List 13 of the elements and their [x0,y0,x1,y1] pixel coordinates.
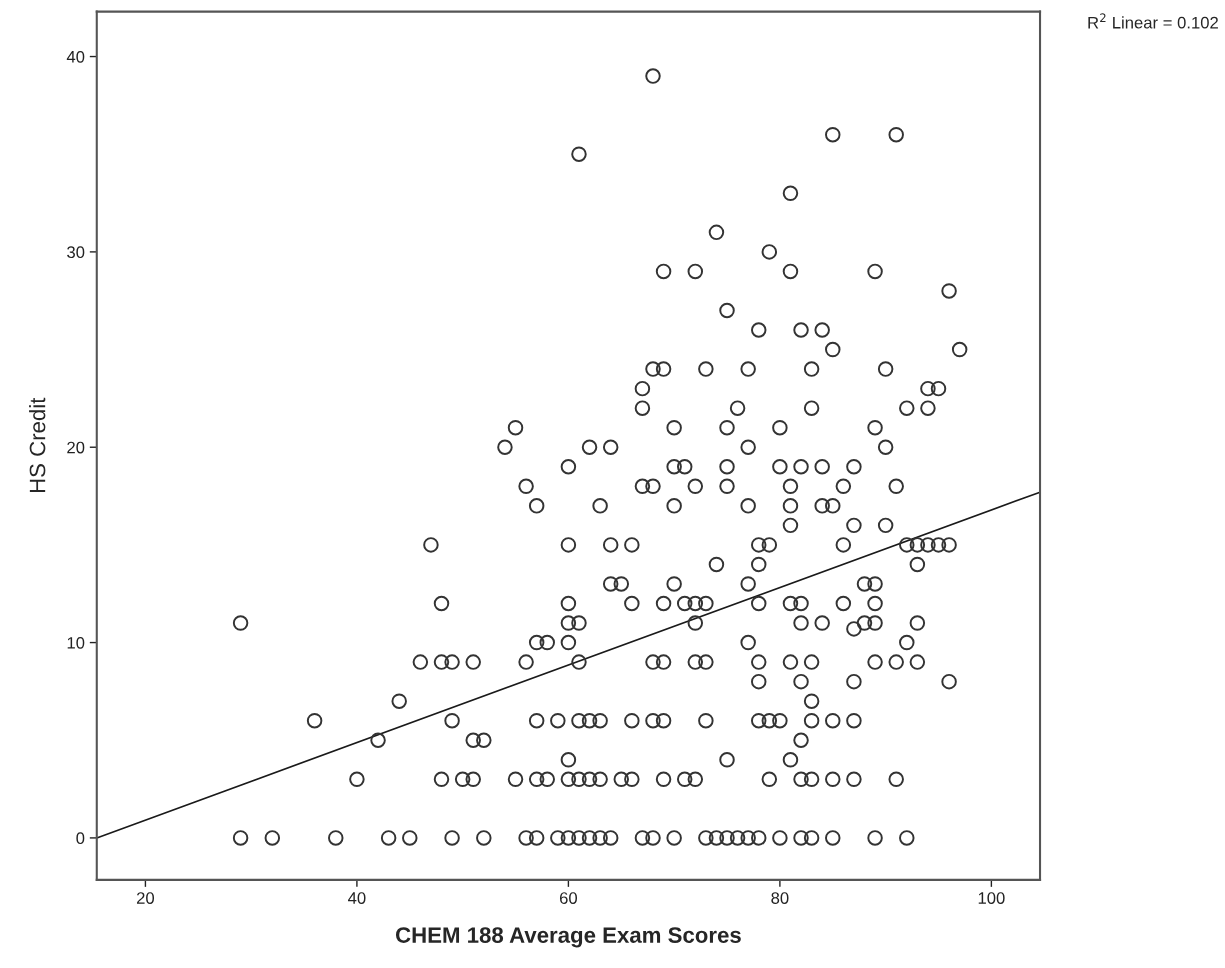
x-axis-title: CHEM 188 Average Exam Scores [395,927,741,948]
x-tick-label: 60 [559,892,578,904]
y-tick-label: 20 [67,441,85,454]
y-tick-label: 0 [76,832,85,845]
x-tick-label: 40 [348,892,366,904]
y-axis-title: HS Credit [29,397,46,493]
x-tick-label: 100 [978,892,1005,904]
y-tick-label: 10 [67,636,85,649]
y-tick-label: 30 [67,246,85,259]
x-tick-label: 20 [136,892,155,904]
y-tick-label: 40 [66,50,85,63]
x-tick-label: 80 [771,892,789,904]
text: R$^{2}$ Linear = 0.102 [1088,13,1218,29]
